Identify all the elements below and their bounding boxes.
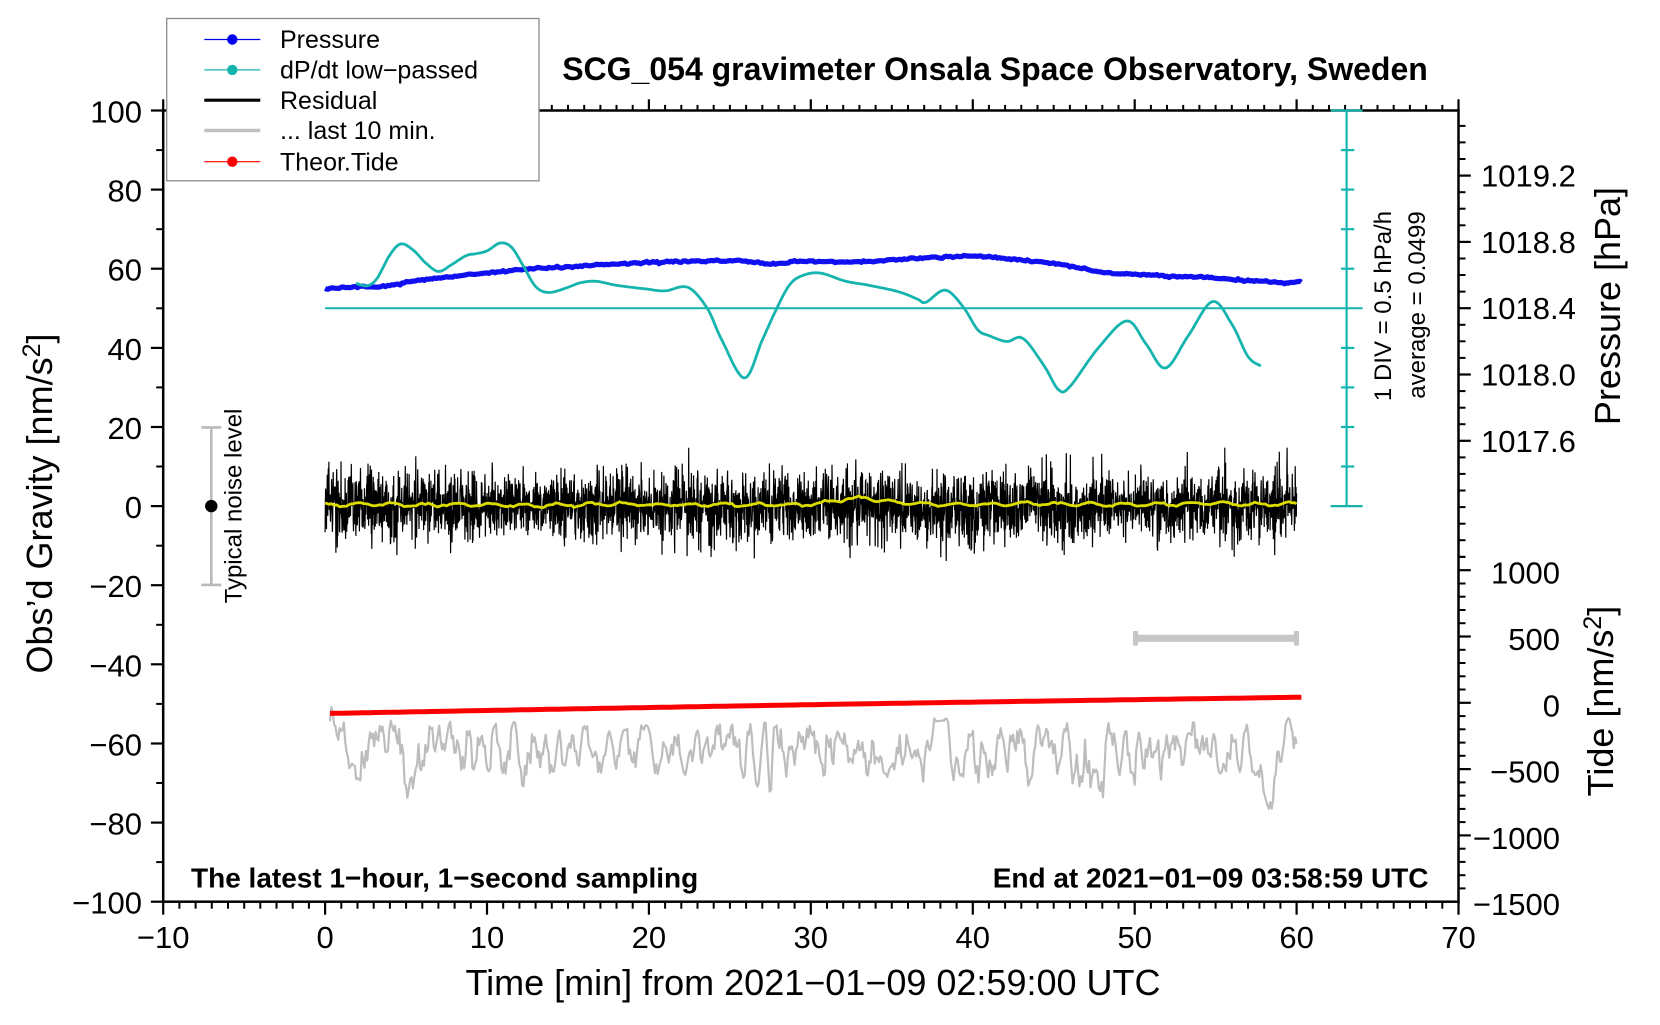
svg-text:Pressure [hPa]: Pressure [hPa]	[1587, 187, 1628, 425]
svg-text:60: 60	[1279, 920, 1313, 955]
svg-text:20: 20	[632, 920, 666, 955]
svg-text:1019.2: 1019.2	[1481, 159, 1576, 194]
svg-text:−80: −80	[89, 807, 142, 842]
svg-text:50: 50	[1117, 920, 1151, 955]
svg-text:40: 40	[108, 332, 142, 367]
svg-text:0: 0	[125, 490, 142, 525]
svg-text:0: 0	[316, 920, 333, 955]
svg-text:500: 500	[1508, 622, 1560, 657]
svg-text:−60: −60	[89, 728, 142, 763]
svg-text:1000: 1000	[1491, 556, 1560, 591]
svg-text:10: 10	[470, 920, 504, 955]
svg-text:dP/dt low−passed: dP/dt low−passed	[280, 57, 478, 85]
svg-text:20: 20	[108, 411, 142, 446]
svg-text:1018.4: 1018.4	[1481, 291, 1576, 326]
svg-text:−20: −20	[89, 569, 142, 604]
svg-text:Time [min] from 2021−01−09 02:: Time [min] from 2021−01−09 02:59:00 UTC	[465, 962, 1160, 1003]
svg-text:Residual: Residual	[280, 87, 377, 115]
svg-text:1017.6: 1017.6	[1481, 424, 1576, 459]
svg-text:Typical noise level: Typical noise level	[221, 409, 248, 604]
svg-text:30: 30	[794, 920, 828, 955]
svg-text:40: 40	[956, 920, 990, 955]
svg-text:SCG_054 gravimeter Onsala Spac: SCG_054 gravimeter Onsala Space Observat…	[562, 51, 1428, 87]
svg-text:The latest 1−hour, 1−second sa: The latest 1−hour, 1−second sampling	[191, 863, 698, 894]
svg-text:−10: −10	[137, 920, 190, 955]
svg-text:−1500: −1500	[1473, 887, 1560, 922]
svg-text:−1000: −1000	[1473, 821, 1560, 856]
svg-text:0: 0	[1543, 688, 1560, 723]
svg-text:60: 60	[108, 253, 142, 288]
svg-text:−100: −100	[72, 886, 142, 921]
svg-text:Pressure: Pressure	[280, 26, 380, 54]
svg-text:−500: −500	[1490, 755, 1560, 790]
svg-text:average = 0.0499: average = 0.0499	[1404, 211, 1431, 399]
svg-text:Theor.Tide: Theor.Tide	[280, 148, 399, 176]
svg-text:1018.8: 1018.8	[1481, 225, 1576, 260]
svg-text:80: 80	[108, 174, 142, 209]
svg-text:1 DIV = 0.5 hPa/h: 1 DIV = 0.5 hPa/h	[1370, 211, 1397, 401]
svg-text:... last 10 min.: ... last 10 min.	[280, 117, 436, 145]
svg-text:Obs’d Gravity [nm/s2]: Obs’d Gravity [nm/s2]	[18, 334, 60, 674]
svg-text:Tide [nm/s2]: Tide [nm/s2]	[1579, 606, 1621, 797]
svg-text:100: 100	[90, 95, 142, 130]
svg-text:70: 70	[1441, 920, 1475, 955]
svg-text:End at 2021−01−09 03:58:59 UTC: End at 2021−01−09 03:58:59 UTC	[993, 863, 1429, 894]
svg-text:−40: −40	[89, 648, 142, 683]
svg-text:1018.0: 1018.0	[1481, 358, 1576, 393]
